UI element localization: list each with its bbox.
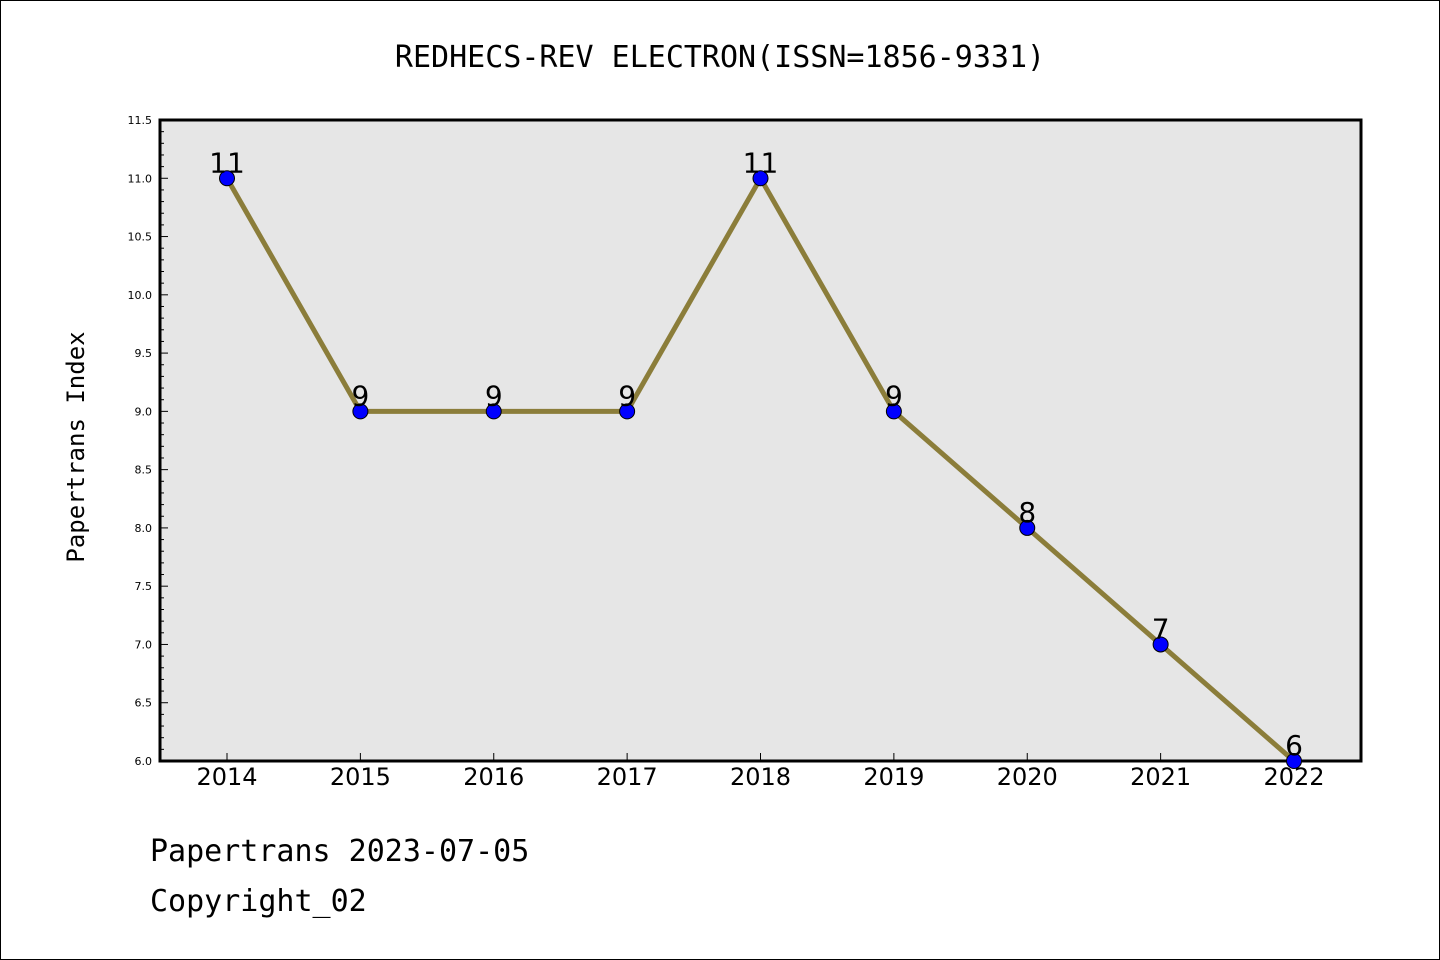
data-point-marker xyxy=(485,403,502,420)
y-tick-label: 9.5 xyxy=(135,347,153,360)
y-tick-label: 11.0 xyxy=(128,172,153,185)
data-point-marker xyxy=(885,403,902,420)
y-tick-label: 6.5 xyxy=(135,697,153,710)
data-label: 9 xyxy=(485,379,503,412)
data-point-marker xyxy=(352,403,369,420)
data-label: 7 xyxy=(1152,612,1170,645)
y-tick-label: 6.0 xyxy=(135,755,153,768)
x-tick-label: 2020 xyxy=(997,763,1058,791)
data-label: 9 xyxy=(885,379,903,412)
y-tick-label: 10.5 xyxy=(128,231,153,244)
y-tick-label: 7.0 xyxy=(135,638,153,651)
y-tick-label: 9.0 xyxy=(135,405,153,418)
y-tick-label: 8.5 xyxy=(135,464,153,477)
y-axis-label: Papertrans Index xyxy=(62,331,90,562)
chart-title: REDHECS-REV ELECTRON(ISSN=1856-9331) xyxy=(395,40,1045,75)
y-tick-label: 7.5 xyxy=(135,580,153,593)
data-point-marker xyxy=(1019,519,1036,536)
data-point-marker xyxy=(1152,636,1169,653)
data-point-marker xyxy=(219,170,235,187)
data-point-marker xyxy=(619,403,636,420)
x-tick-label: 2021 xyxy=(1130,763,1191,791)
data-label: 8 xyxy=(1018,496,1036,529)
x-tick-label: 2017 xyxy=(597,763,658,791)
data-point-marker xyxy=(752,170,769,187)
series-layer xyxy=(219,170,1302,769)
data-label: 9 xyxy=(351,379,369,412)
x-tick-label: 2018 xyxy=(730,763,791,791)
plot-area xyxy=(158,118,1363,763)
x-axis-ticks: 2014 2015 2016 2017 2018 2019 2020 2021 2022 xyxy=(196,753,1325,791)
footer-date-text: Papertrans 2023-07-05 xyxy=(150,834,530,869)
y-axis-ticks: 6.0 6.5 7.0 7.5 8.0 8.5 9.0 9.5 10.0 10.5 11.0 11.5 xyxy=(128,114,168,768)
y-tick-label: 8.0 xyxy=(135,522,153,535)
data-label: 11 xyxy=(743,146,779,179)
y-tick-label: 10.0 xyxy=(128,289,153,302)
y-tick-label: 11.5 xyxy=(128,114,153,127)
data-label: 11 xyxy=(209,146,245,179)
data-label: 9 xyxy=(618,379,636,412)
x-tick-label: 2015 xyxy=(330,763,391,791)
x-tick-label: 2016 xyxy=(463,763,524,791)
data-label: 6 xyxy=(1285,729,1303,762)
x-tick-label: 2014 xyxy=(196,763,257,791)
data-point-marker xyxy=(1286,753,1302,769)
data-labels-layer: 11 9 9 9 11 9 8 7 6 xyxy=(209,146,1303,762)
footer-copyright-text: Copyright_02 xyxy=(150,884,367,919)
x-tick-label: 2019 xyxy=(863,763,924,791)
